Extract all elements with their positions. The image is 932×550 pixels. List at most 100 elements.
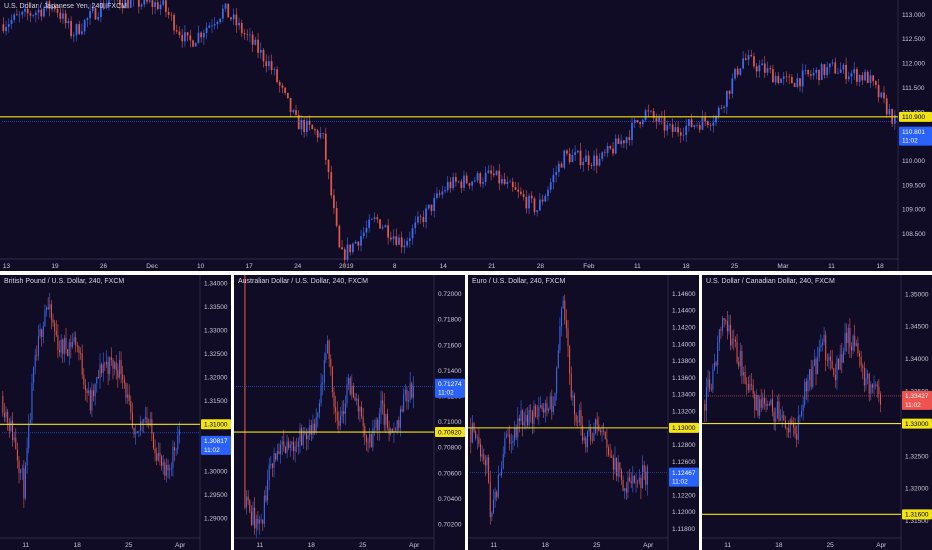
candle-body (538, 407, 540, 417)
candle-body (640, 477, 642, 488)
candle-body (39, 329, 41, 337)
candle-body (566, 150, 568, 154)
candle-body (841, 354, 843, 363)
candle-body (593, 432, 595, 441)
candle-body (809, 74, 812, 76)
candle-body (36, 355, 38, 356)
candle-body (753, 56, 755, 67)
usdjpy-chart-canvas[interactable]: 113.000112.500112.000111.500111.000110.5… (0, 0, 932, 271)
candle-body (583, 437, 585, 441)
candle-body (481, 454, 483, 457)
candle-body (585, 155, 587, 162)
candle-body (826, 67, 828, 76)
candle-body (514, 187, 517, 190)
gbpusd-chart-panel[interactable]: 1.34000 1.33500 1.33000 1.32500 1.32000 1.315… (0, 275, 231, 550)
candle-body (780, 418, 782, 421)
candle-body (854, 335, 856, 347)
candle-body (449, 181, 452, 189)
candle-body (359, 406, 361, 412)
candle-body (365, 435, 367, 443)
candle-body (582, 161, 585, 166)
candle-body (552, 405, 554, 413)
candle-body (776, 401, 778, 419)
price-tick-label: 1.13600 (672, 375, 696, 382)
eurusd-chart-canvas[interactable]: 1.14600 1.14400 1.14200 1.14000 1.13800 1.136… (468, 275, 699, 550)
time-tick-label: 11 (22, 542, 29, 549)
candle-body (252, 507, 254, 525)
candle-body (655, 117, 658, 123)
candle-body (565, 320, 567, 329)
candle-body (398, 237, 400, 245)
candle-body (406, 240, 408, 246)
candle-body (327, 159, 330, 173)
candle-body (46, 307, 48, 310)
time-tick-label: 8 (393, 263, 397, 270)
candle-body (349, 244, 352, 253)
candle-body (782, 76, 785, 79)
candle-body (631, 122, 633, 141)
candle-body (855, 343, 857, 347)
candle-body (557, 350, 559, 369)
candle-body (412, 386, 414, 398)
candle-body (37, 336, 39, 356)
candle-body (830, 356, 832, 361)
candle-body (29, 13, 32, 16)
candle-body (344, 403, 346, 414)
time-tick-label: 11 (724, 542, 731, 549)
time-tick-label: 17 (246, 263, 254, 270)
candle-body (7, 24, 10, 27)
usdcad-chart-panel[interactable]: 1.350001.345001.340001.335001.330001.325… (702, 275, 932, 550)
eurusd-chart-title: Euro / U.S. Dollar, 240, FXCM (472, 278, 566, 285)
last-price-tag (902, 390, 932, 410)
candle-body (361, 406, 363, 417)
audusd-chart-panel[interactable]: 0.720000.718000.716000.714000.712000.710… (234, 275, 465, 550)
candle-body (606, 146, 609, 153)
candle-body (491, 512, 493, 518)
candle-body (367, 442, 369, 443)
level-price-tag (201, 419, 231, 430)
time-tick-label: 18 (876, 263, 884, 270)
price-tick-label: 110.000 (902, 158, 925, 165)
candle-body (575, 414, 577, 422)
candle-body (869, 75, 872, 83)
price-tick-label: 1.34000 (204, 281, 228, 288)
candle-body (739, 68, 742, 75)
gbpusd-chart-canvas[interactable]: 1.34000 1.33500 1.33000 1.32500 1.32000 1.315… (0, 275, 231, 550)
candle-body (283, 441, 285, 447)
eurusd-chart-panel[interactable]: 1.14600 1.14400 1.14200 1.14000 1.13800 1.136… (468, 275, 699, 550)
candle-body (860, 356, 862, 366)
price-tick-label: 1.30000 (204, 469, 228, 476)
candle-body (520, 410, 522, 422)
candle-body (870, 384, 872, 394)
candle-body (530, 410, 532, 412)
audusd-chart-canvas[interactable]: 0.720000.718000.716000.714000.712000.710… (234, 275, 465, 550)
candle-body (842, 64, 845, 70)
candle-body (734, 68, 736, 79)
candle-body (614, 138, 617, 154)
usdcad-chart-canvas[interactable]: 1.350001.345001.340001.335001.330001.325… (702, 275, 932, 550)
time-tick-label: Dec (146, 263, 158, 270)
time-tick-label: 11 (256, 542, 263, 549)
candle-body (324, 133, 327, 160)
candle-body (797, 416, 799, 440)
candle-body (569, 346, 571, 374)
candle-body (576, 150, 579, 153)
usdjpy-chart-panel[interactable]: 113.000112.500112.000111.500111.000110.5… (0, 0, 932, 271)
candle-body (221, 8, 224, 19)
candle-body (408, 399, 410, 402)
candle-body (682, 135, 685, 136)
candle-body (386, 414, 388, 428)
candle-body (403, 245, 406, 248)
candle-body (742, 58, 744, 69)
candle-body (639, 122, 642, 125)
candle-body (455, 177, 457, 182)
candle-body (809, 369, 811, 381)
candle-body (647, 110, 650, 112)
candle-body (444, 190, 446, 192)
candle-body (120, 360, 122, 375)
candle-body (40, 9, 43, 17)
candle-body (341, 411, 343, 417)
candle-body (284, 87, 287, 93)
candle-body (62, 339, 64, 354)
candle-body (297, 441, 299, 447)
